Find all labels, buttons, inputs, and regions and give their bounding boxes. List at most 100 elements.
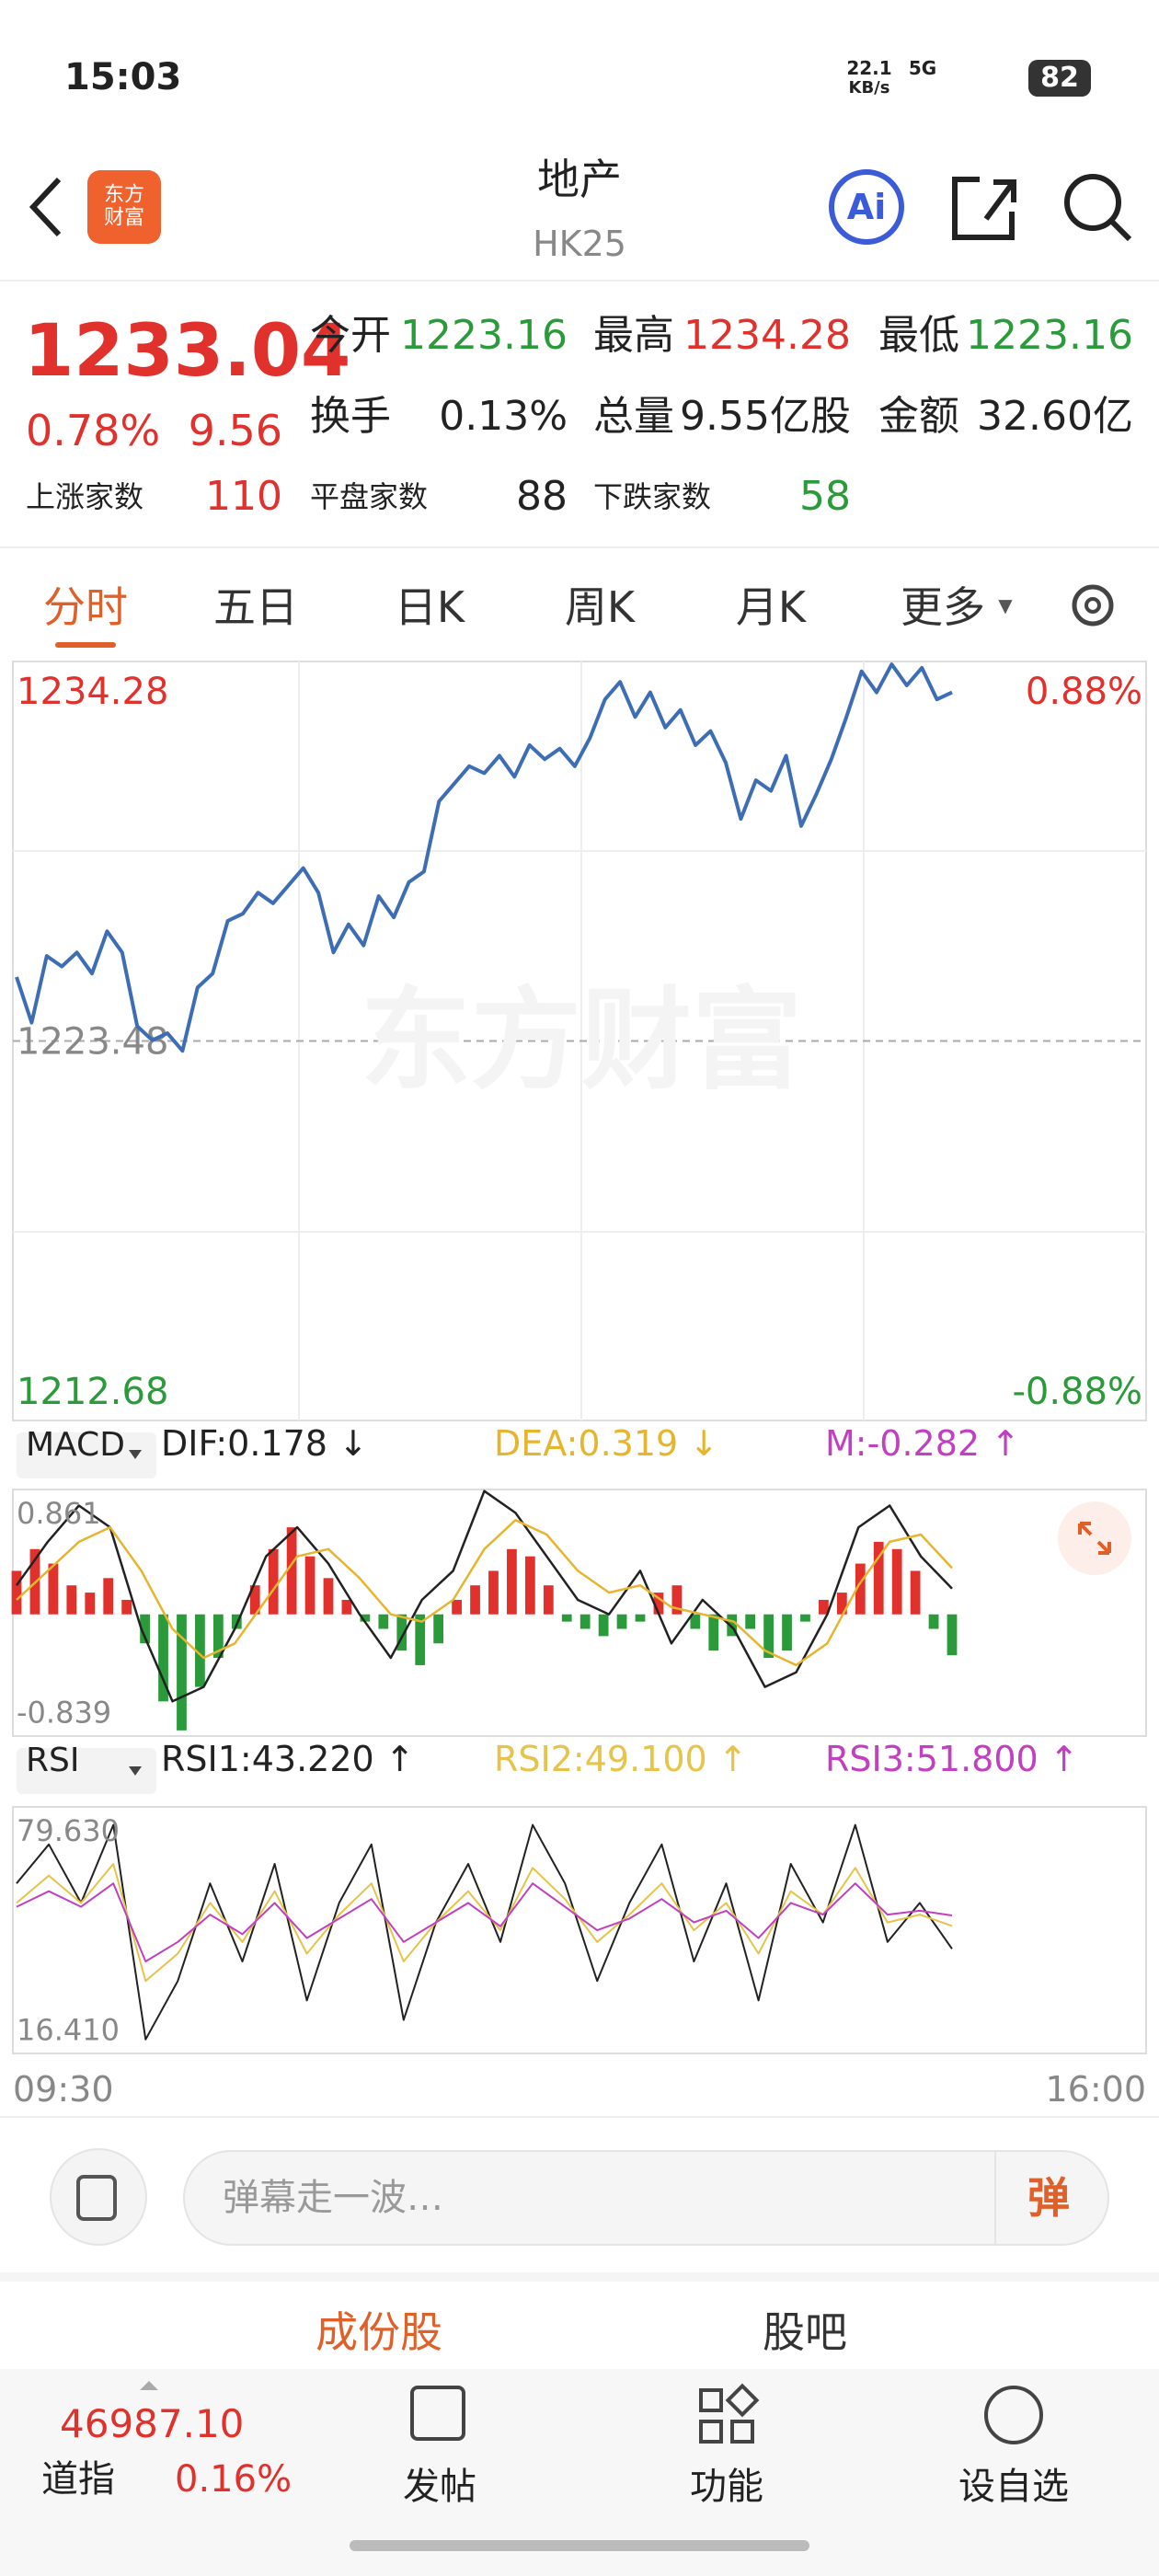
function-icon-cell (699, 2420, 723, 2444)
macd-bar (507, 1548, 517, 1615)
network-type: 5G (908, 57, 937, 79)
axis-label: 0.861 (17, 1496, 101, 1531)
share-icon[interactable] (952, 177, 1016, 240)
function-icon-cell (699, 2388, 723, 2412)
divider (0, 280, 1159, 282)
axis-label: 1223.48 (17, 1021, 168, 1064)
legend-entry: M:-0.282 ↑ (825, 1423, 1020, 1464)
field-value: 0.13% (439, 393, 568, 440)
macd-bar (690, 1614, 701, 1629)
logo-box[interactable] (87, 170, 161, 244)
input-placeholder: 弹幕走一波… (223, 2177, 443, 2219)
axis-label: 1212.68 (17, 1371, 168, 1413)
expand-icon (1078, 1522, 1111, 1555)
macd-bar (103, 1578, 114, 1615)
tab-more-caret: ▼ (998, 594, 1013, 616)
macd-line (16, 1519, 953, 1667)
field-label: 今开 (310, 312, 391, 359)
divider (0, 546, 1159, 548)
macd-bar (415, 1614, 426, 1665)
field-value: 32.60亿 (977, 393, 1133, 440)
breadth-value: 88 (516, 473, 568, 520)
function-icon-cell (730, 2420, 754, 2444)
logo-text: 东方财富 (103, 183, 144, 230)
action-label[interactable]: 设自选 (958, 2466, 1069, 2508)
comment-input[interactable] (183, 2150, 1109, 2246)
ai-icon[interactable] (829, 169, 904, 245)
index-name[interactable]: 道指 (41, 2458, 115, 2501)
macd-bar (140, 1614, 150, 1644)
field-label: 金额 (878, 393, 959, 440)
field-label: 最高 (593, 312, 674, 359)
rsi-frame (12, 1806, 1147, 2054)
settings-icon-hub (1084, 597, 1101, 614)
tab-active[interactable]: 分时 (43, 582, 128, 632)
watchlist-icon[interactable] (984, 2386, 1043, 2444)
macd-bar (488, 1570, 499, 1615)
rsi-line (16, 1823, 953, 2041)
legend-entry: DEA:0.319 ↓ (494, 1423, 718, 1464)
legend-entry: RSI2:49.100 ↑ (494, 1739, 748, 1779)
macd-selector[interactable] (17, 1432, 156, 1478)
action-label[interactable]: 功能 (690, 2466, 763, 2508)
axis-label: 1234.28 (17, 671, 168, 713)
macd-bar (470, 1585, 480, 1615)
macd-bar (836, 1593, 847, 1615)
macd-bar (800, 1614, 810, 1622)
change-pct: 0.78% (26, 406, 161, 455)
search-icon[interactable] (1064, 174, 1121, 231)
macd-bar (910, 1570, 921, 1615)
post-icon[interactable] (410, 2386, 465, 2441)
macd-bar (85, 1593, 96, 1615)
macd-bar (304, 1556, 316, 1615)
macd-bar (286, 1527, 297, 1615)
indicator-name: MACD (26, 1426, 125, 1464)
macd-bar (341, 1599, 352, 1615)
home-indicator (350, 2540, 809, 2551)
macd-bar (708, 1614, 719, 1651)
rsi-caret (129, 1766, 142, 1776)
expand-button[interactable] (1058, 1501, 1131, 1575)
breadth-label: 上涨家数 (26, 479, 144, 514)
danmaku-settings[interactable] (50, 2148, 147, 2246)
sub-tab-active[interactable]: 成份股 (316, 2307, 442, 2357)
macd-bar (48, 1563, 59, 1615)
index-pct: 0.16% (175, 2458, 293, 2501)
macd-bar (195, 1614, 205, 1687)
tab[interactable]: 五日 (213, 582, 298, 632)
macd-bar (323, 1578, 334, 1615)
ai-icon-text: Ai (847, 187, 886, 227)
tab-more[interactable]: 更多 (901, 582, 985, 632)
macd-bar (763, 1614, 774, 1659)
axis-label: -0.839 (17, 1696, 111, 1731)
back-icon[interactable] (29, 177, 62, 237)
sub-tab[interactable]: 股吧 (763, 2307, 847, 2357)
macd-bar (745, 1614, 756, 1629)
settings-icon[interactable] (1072, 584, 1114, 627)
macd-bar (396, 1614, 407, 1651)
time-end: 16:00 (1045, 2069, 1146, 2110)
rsi-line (16, 1863, 953, 1983)
tab[interactable]: 日K (394, 582, 465, 632)
last-price: 1233.04 (24, 310, 351, 393)
axis-label: 0.88% (1026, 671, 1142, 713)
function-icon-cell (725, 2383, 760, 2418)
macd-bar (616, 1614, 627, 1629)
tab[interactable]: 月K (735, 582, 807, 632)
macd-line (15, 1489, 953, 1703)
macd-bar (524, 1556, 535, 1615)
page-title: 地产 (537, 155, 622, 204)
macd-bar (433, 1614, 444, 1644)
tab[interactable]: 周K (564, 582, 636, 632)
danmaku-button[interactable]: 弹 (1027, 2173, 1070, 2223)
function-icon[interactable] (699, 2383, 760, 2444)
index-value[interactable]: 46987.10 (60, 2401, 245, 2446)
breadth-label: 平盘家数 (310, 479, 429, 514)
rsi-selector[interactable] (17, 1748, 156, 1794)
legend-entry: RSI1:43.220 ↑ (161, 1739, 415, 1779)
net-speed: 22.1 (846, 57, 892, 79)
axis-label: 16.410 (17, 2013, 120, 2048)
legend-entry: RSI3:51.800 ↑ (825, 1739, 1079, 1779)
action-label[interactable]: 发帖 (403, 2466, 476, 2508)
